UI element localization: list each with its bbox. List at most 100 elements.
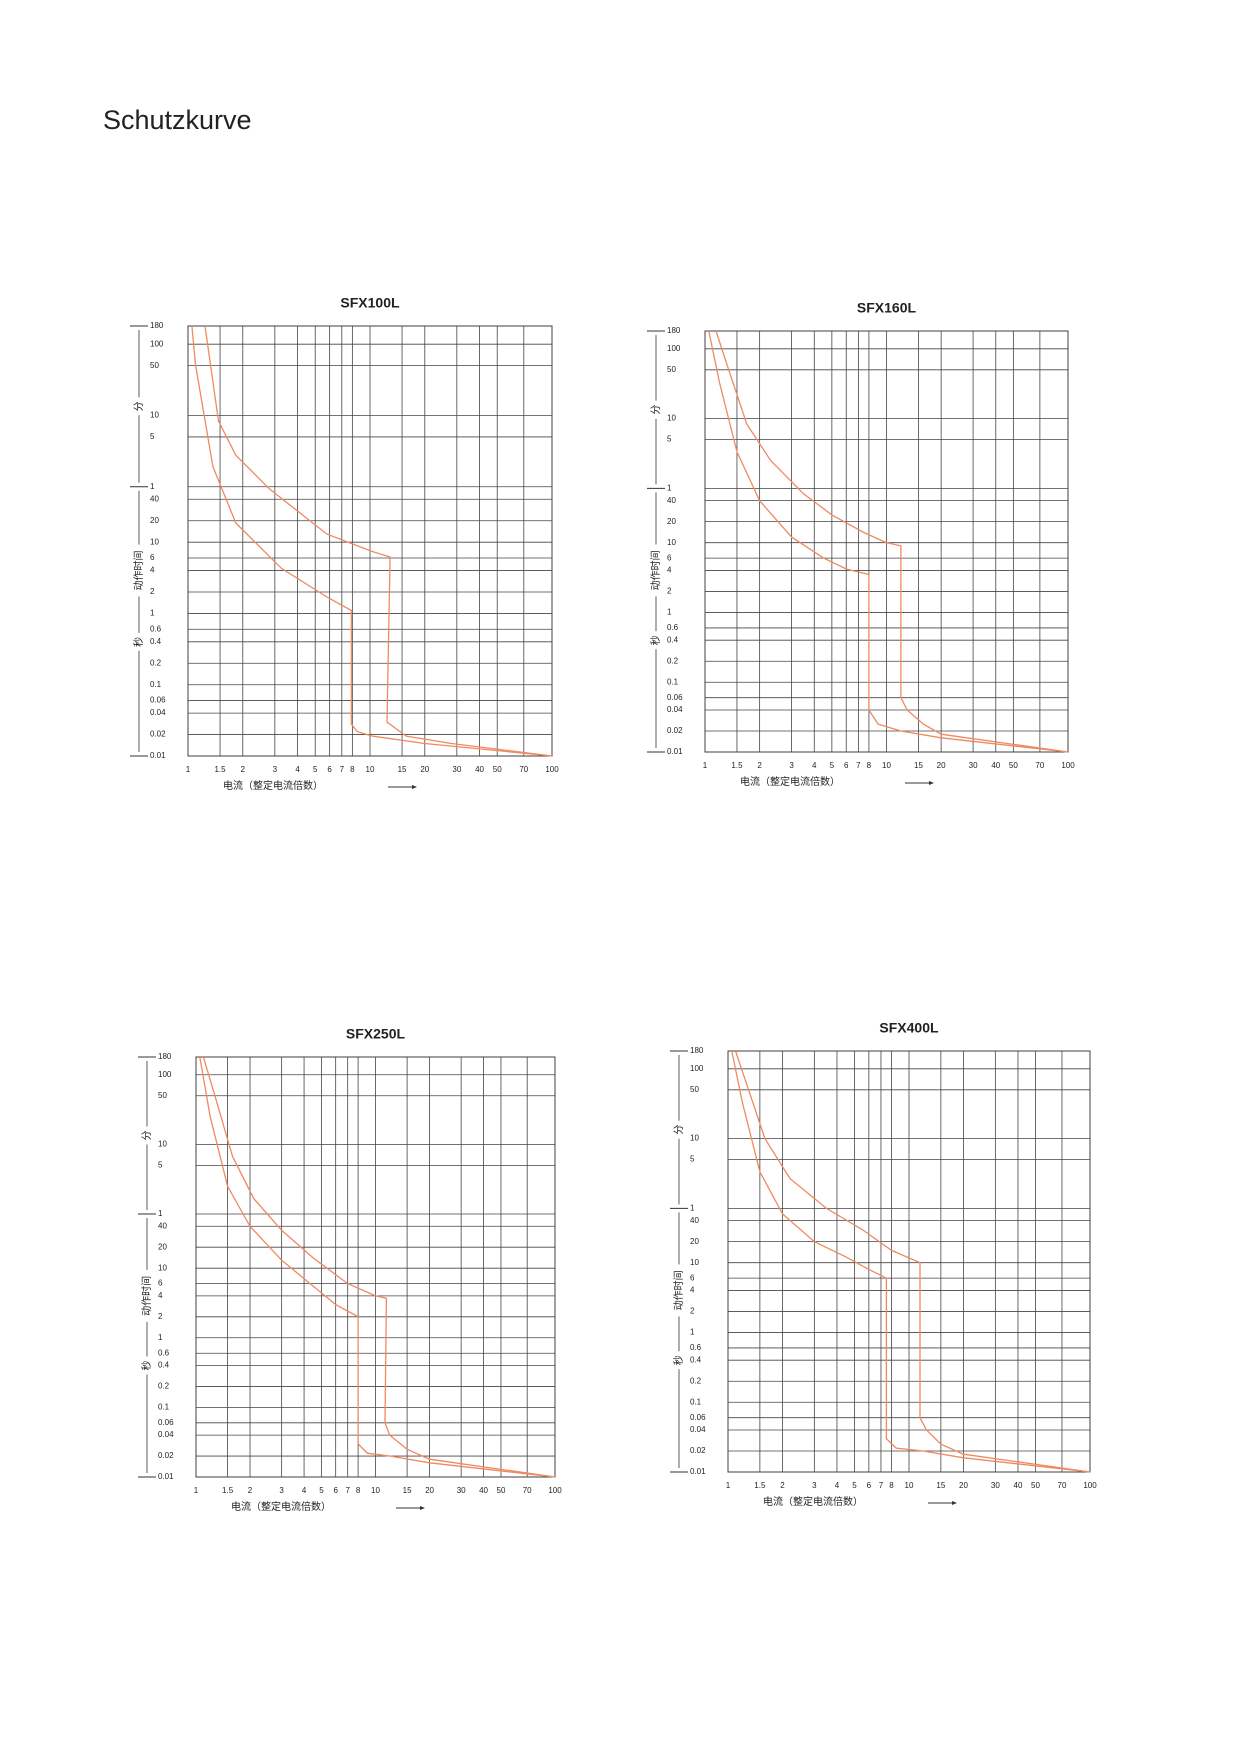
x-axis-label: 电流（整定电流倍数） xyxy=(763,1495,863,1508)
y-tick-label: 0.04 xyxy=(667,705,683,714)
label-bg xyxy=(649,544,663,597)
x-tick-label: 70 xyxy=(523,1486,532,1495)
chart-title: SFX250L xyxy=(346,1026,406,1042)
y-tick-label: 0.2 xyxy=(690,1376,702,1385)
x-tick-label: 15 xyxy=(403,1486,412,1495)
x-tick-label: 6 xyxy=(867,1481,872,1490)
x-tick-label: 30 xyxy=(991,1481,1000,1490)
y-tick-label: 180 xyxy=(690,1046,704,1055)
x-tick-label: 7 xyxy=(856,761,861,770)
x-tick-label: 2 xyxy=(241,765,246,774)
x-tick-label: 70 xyxy=(1058,1481,1067,1490)
x-tick-label: 40 xyxy=(991,761,1000,770)
x-axis-label: 电流（整定电流倍数） xyxy=(223,779,323,792)
y-tick-label: 5 xyxy=(158,1160,163,1169)
x-tick-label: 100 xyxy=(548,1486,562,1495)
x-tick-label: 8 xyxy=(889,1481,894,1490)
y-tick-label: 100 xyxy=(690,1064,704,1073)
y-axis-label: 秒 xyxy=(140,1360,153,1370)
x-axis-label: 电流（整定电流倍数） xyxy=(231,1500,331,1513)
label-bg xyxy=(140,1126,154,1145)
x-arrow-head xyxy=(420,1506,425,1510)
y-axis-label: 秒 xyxy=(132,637,145,647)
y-tick-label: 4 xyxy=(150,566,155,575)
y-tick-label: 50 xyxy=(150,361,159,370)
y-tick-label: 180 xyxy=(158,1052,172,1061)
y-tick-label: 4 xyxy=(690,1286,695,1295)
y-axis-label: 动作时间 xyxy=(132,551,145,591)
y-tick-label: 5 xyxy=(667,435,672,444)
x-tick-label: 15 xyxy=(914,761,923,770)
y-tick-label: 20 xyxy=(667,517,676,526)
chart-title: SFX400L xyxy=(879,1020,939,1036)
y-tick-label: 5 xyxy=(690,1155,695,1164)
y-tick-label: 4 xyxy=(667,566,672,575)
trip-curve xyxy=(715,330,1069,753)
y-tick-label: 0.04 xyxy=(150,708,166,717)
trip-curve xyxy=(191,325,553,757)
label-bg xyxy=(132,544,146,597)
y-axis-label: 秒 xyxy=(672,1355,685,1365)
y-tick-label: 6 xyxy=(150,553,155,562)
label-bg xyxy=(140,1356,154,1375)
y-tick-label: 0.01 xyxy=(667,747,683,756)
y-tick-label: 1 xyxy=(158,1209,163,1218)
x-tick-label: 5 xyxy=(830,761,835,770)
y-tick-label: 50 xyxy=(667,365,676,374)
x-tick-label: 6 xyxy=(327,765,332,774)
y-tick-label: 0.2 xyxy=(150,658,162,667)
y-tick-label: 2 xyxy=(158,1312,163,1321)
x-tick-label: 5 xyxy=(852,1481,857,1490)
x-tick-label: 3 xyxy=(812,1481,817,1490)
chart-title: SFX160L xyxy=(857,300,917,316)
chart-title: SFX100L xyxy=(340,295,400,311)
y-tick-label: 4 xyxy=(158,1291,163,1300)
y-tick-label: 0.6 xyxy=(158,1348,170,1357)
y-tick-label: 40 xyxy=(690,1216,699,1225)
x-tick-label: 15 xyxy=(398,765,407,774)
x-tick-label: 7 xyxy=(879,1481,884,1490)
x-tick-label: 5 xyxy=(313,765,318,774)
y-tick-label: 6 xyxy=(690,1273,695,1282)
y-tick-label: 40 xyxy=(158,1221,167,1230)
y-tick-label: 6 xyxy=(667,553,672,562)
y-tick-label: 100 xyxy=(150,339,164,348)
x-tick-label: 30 xyxy=(457,1486,466,1495)
x-tick-label: 2 xyxy=(248,1486,253,1495)
x-tick-label: 1 xyxy=(186,765,191,774)
y-tick-label: 0.6 xyxy=(690,1343,702,1352)
trip-curve xyxy=(731,1050,1091,1473)
y-tick-label: 1 xyxy=(158,1333,163,1342)
x-axis-label: 电流（整定电流倍数） xyxy=(740,775,840,788)
x-tick-label: 50 xyxy=(1031,1481,1040,1490)
y-tick-label: 1 xyxy=(690,1203,695,1212)
y-tick-label: 10 xyxy=(667,414,676,423)
x-tick-label: 1.5 xyxy=(731,761,743,770)
y-tick-label: 0.6 xyxy=(667,623,679,632)
y-tick-label: 0.06 xyxy=(150,696,166,705)
x-arrow-head xyxy=(412,785,417,789)
x-tick-label: 3 xyxy=(279,1486,284,1495)
y-tick-label: 10 xyxy=(158,1139,167,1148)
x-tick-label: 4 xyxy=(302,1486,307,1495)
y-tick-label: 50 xyxy=(690,1085,699,1094)
label-bg xyxy=(672,1120,686,1139)
y-tick-label: 20 xyxy=(158,1242,167,1251)
y-tick-label: 6 xyxy=(158,1279,163,1288)
y-axis-label: 分 xyxy=(673,1125,685,1135)
y-tick-label: 2 xyxy=(150,587,155,596)
y-tick-label: 5 xyxy=(150,432,155,441)
x-arrow-head xyxy=(952,1501,957,1505)
x-tick-label: 4 xyxy=(835,1481,840,1490)
y-axis-label: 动作时间 xyxy=(140,1276,153,1316)
x-tick-label: 20 xyxy=(420,765,429,774)
x-tick-label: 30 xyxy=(969,761,978,770)
y-tick-label: 1 xyxy=(150,482,155,491)
y-tick-label: 40 xyxy=(150,494,159,503)
x-tick-label: 6 xyxy=(844,761,849,770)
y-tick-label: 0.04 xyxy=(690,1425,706,1434)
